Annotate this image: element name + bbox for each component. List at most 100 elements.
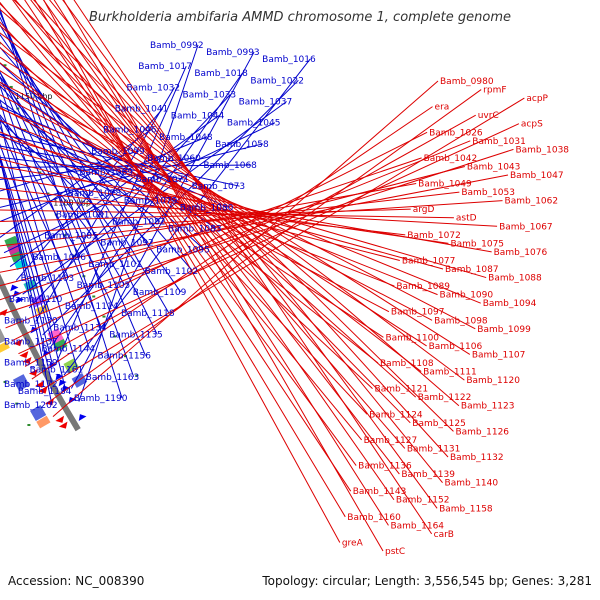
reverse-gene-label: Bamb_1043 — [467, 162, 521, 172]
label-leader-line — [0, 85, 149, 243]
label-leader-line — [53, 0, 389, 526]
label-leader-line — [0, 81, 476, 330]
label-leader-line — [0, 23, 170, 314]
reverse-gene-label: Bamb_1097 — [391, 308, 445, 318]
reverse-gene-label: Bamb_1152 — [396, 496, 450, 506]
label-leader-line — [0, 131, 395, 287]
forward-gene-arrow — [68, 396, 77, 404]
reverse-gene-label: Bamb_1111 — [423, 368, 477, 378]
forward-gene-label: Bamb_1059 — [91, 147, 145, 157]
label-leader-line — [5, 140, 471, 329]
reverse-gene-label: Bamb_1099 — [477, 325, 531, 335]
forward-gene-arrow — [49, 362, 57, 369]
reverse-gene-label: Bamb_1087 — [445, 265, 499, 275]
forward-gene-label: Bamb_1085 — [44, 232, 98, 242]
reverse-gene-arrow — [22, 357, 32, 365]
forward-gene-label: Bamb_1037 — [239, 97, 293, 107]
reverse-gene-label: Bamb_0980 — [440, 77, 494, 87]
forward-gene-arrow — [15, 296, 25, 304]
scale-dot — [38, 171, 42, 174]
reverse-gene-label: pstC — [385, 547, 405, 557]
label-leader-line — [12, 0, 357, 466]
reverse-gene-label: Bamb_1062 — [505, 197, 559, 207]
reverse-gene-arrow — [35, 380, 45, 388]
forward-gene-label: Bamb_1130 — [4, 316, 58, 326]
reverse-gene-label: Bamb_1031 — [472, 137, 526, 147]
scale-dot — [135, 374, 139, 377]
label-leader-line — [78, 44, 199, 402]
reverse-gene-label: Bamb_1158 — [439, 504, 493, 514]
label-leader-line — [73, 0, 433, 535]
scale-dot — [9, 85, 13, 88]
label-leader-line — [0, 143, 58, 300]
forward-gene-label: Bamb_1041 — [115, 105, 169, 115]
forward-gene-label: Bamb_1079 — [124, 196, 178, 206]
reverse-gene-label: uvrC — [478, 111, 499, 121]
reverse-gene-label: acpP — [526, 94, 548, 104]
label-leader-line — [0, 56, 471, 355]
label-leader-line — [0, 8, 460, 407]
forward-gene-label: Bamb_1082 — [112, 217, 166, 227]
label-leader-line — [0, 1, 363, 441]
reverse-gene-label: Bamb_1077 — [402, 256, 456, 266]
label-leader-line — [0, 47, 422, 372]
label-leader-line — [15, 108, 164, 281]
label-leader-line — [0, 62, 379, 364]
scale-dot — [0, 42, 1, 45]
label-leader-line — [42, 0, 395, 501]
forward-gene-label: Bamb_1080 — [180, 203, 234, 213]
reverse-gene-label: argD — [413, 205, 435, 215]
scale-tick-label: 1150 kbp — [15, 92, 53, 101]
label-leader-line — [34, 0, 346, 518]
scale-dot — [113, 335, 117, 338]
scale-dot — [3, 64, 7, 67]
reverse-gene-label: Bamb_1072 — [407, 231, 461, 241]
forward-gene-label: Bamb_1018 — [194, 69, 248, 79]
label-leader-line — [9, 115, 220, 267]
chromosome-backbone — [0, 273, 81, 432]
reverse-gene-arrow — [19, 351, 29, 359]
reverse-gene-label: Bamb_1120 — [466, 376, 520, 386]
reverse-gene-label: rpmF — [483, 86, 506, 96]
reverse-gene-label: Bamb_1108 — [380, 359, 434, 369]
reverse-gene-label: Bamb_1100 — [385, 333, 439, 343]
reverse-gene-label: Bamb_1026 — [429, 128, 483, 138]
reverse-gene-label: Bamb_1094 — [483, 299, 537, 309]
reverse-gene-label: Bamb_1106 — [429, 342, 483, 352]
reverse-gene-label: Bamb_1131 — [407, 444, 461, 454]
label-leader-line — [0, 165, 492, 253]
cog-segment — [14, 258, 29, 271]
reverse-gene-label: Bamb_1049 — [418, 180, 472, 190]
label-leader-line — [0, 135, 487, 279]
forward-gene-label: Bamb_1092 — [100, 239, 154, 249]
forward-gene-label: Bamb_1071 — [135, 175, 189, 185]
cog-segment — [12, 374, 30, 392]
forward-gene-label: Bamb_1068 — [203, 161, 257, 171]
forward-gene-label: Bamb_1095 — [156, 246, 210, 256]
reverse-gene-label: Bamb_1132 — [450, 453, 504, 463]
forward-gene-label: Bamb_1109 — [133, 288, 187, 298]
forward-gene-label: Bamb_1083 — [168, 225, 222, 235]
scale-dot — [3, 380, 7, 383]
label-leader-line — [0, 41, 373, 390]
reverse-gene-label: acpS — [521, 120, 543, 130]
reverse-gene-label: astD — [456, 214, 477, 224]
forward-gene-label: Bamb_1190 — [74, 394, 128, 404]
reverse-gene-label: Bamb_1123 — [461, 402, 515, 412]
label-leader-line — [0, 3, 411, 424]
scale-dot — [46, 192, 50, 195]
forward-gene-label: Bamb_1163 — [86, 373, 140, 383]
scale-dot — [124, 355, 128, 358]
label-leader-line — [31, 106, 433, 380]
forward-gene-arrow — [10, 284, 19, 292]
label-leader-line — [0, 24, 417, 398]
scale-dot — [15, 402, 19, 405]
forward-gene-label: Bamb_1032 — [126, 83, 180, 93]
label-leader-line — [0, 157, 422, 301]
label-leader-line — [43, 0, 341, 543]
label-leader-line — [0, 114, 93, 236]
reverse-gene-label: greA — [342, 538, 364, 548]
reverse-gene-label: Bamb_1143 — [353, 487, 407, 497]
